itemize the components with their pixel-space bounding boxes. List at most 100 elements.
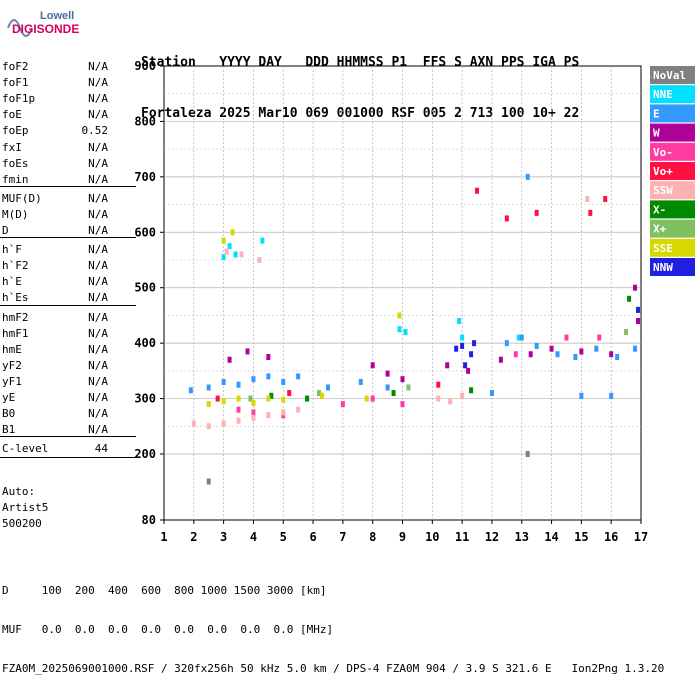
param-value: N/A xyxy=(88,391,108,404)
echo-point-ssw xyxy=(239,251,244,258)
echo-point-nnw xyxy=(460,342,465,349)
echo-point-e xyxy=(281,378,286,385)
x-tick-label: 8 xyxy=(369,530,376,544)
echo-point-x- xyxy=(269,392,274,399)
x-tick-label: 14 xyxy=(544,530,558,544)
echo-point-sse xyxy=(281,396,286,403)
legend-swatch xyxy=(650,104,695,123)
param-row: M(D) N/A xyxy=(2,208,108,222)
param-row: h`F N/A xyxy=(2,243,108,257)
echo-point-sse xyxy=(230,229,235,236)
x-tick-label: 7 xyxy=(339,530,346,544)
param-row: fmin N/A xyxy=(2,173,108,187)
legend-label: X- xyxy=(653,203,666,216)
echo-point-e xyxy=(251,376,256,383)
footer-distance-row: D 100 200 400 600 800 1000 1500 3000 [km… xyxy=(2,584,327,597)
echo-point-ssw xyxy=(206,423,211,430)
echo-point-vo- xyxy=(436,381,441,388)
param-value: N/A xyxy=(88,407,108,421)
echo-point-ssw xyxy=(436,395,441,402)
legend-label: NNW xyxy=(653,261,673,274)
param-name: yF2 xyxy=(2,358,22,372)
param-value: N/A xyxy=(88,291,108,305)
legend-label: X+ xyxy=(653,223,667,236)
echo-point-x- xyxy=(305,395,310,402)
param-name: MUF(D) xyxy=(2,191,42,205)
echo-point-ssw xyxy=(460,392,465,399)
y-tick-label: 500 xyxy=(134,281,156,295)
param-name: h`Es xyxy=(2,291,29,305)
echo-point-w xyxy=(528,351,533,358)
y-tick-label: 800 xyxy=(134,114,156,128)
x-tick-label: 9 xyxy=(399,530,406,544)
echo-point-nne xyxy=(457,317,462,324)
echo-point-ssw xyxy=(257,257,262,263)
param-value: N/A xyxy=(88,140,108,154)
echo-point-noval xyxy=(525,451,530,457)
y-tick-label: 900 xyxy=(134,59,156,73)
echo-point-ssw xyxy=(251,414,256,421)
param-name: h`F2 xyxy=(2,259,29,273)
echo-point-vo- xyxy=(370,395,375,402)
echo-point-e xyxy=(609,392,614,399)
echo-point-nne xyxy=(516,334,521,341)
param-row: hmF1 N/A xyxy=(2,327,108,341)
legend-swatch xyxy=(650,85,695,104)
echo-point-w xyxy=(245,348,250,355)
legend-swatch xyxy=(650,219,695,238)
param-value: 44 xyxy=(94,442,108,456)
echo-point-e xyxy=(206,384,211,391)
echo-point-sse xyxy=(320,392,325,399)
echo-point-e xyxy=(504,340,509,347)
echo-point-w xyxy=(400,376,405,383)
param-row: fxI N/A xyxy=(2,141,108,155)
param-name: foEp xyxy=(2,124,29,138)
echo-point-x- xyxy=(406,384,411,391)
param-name: fmin xyxy=(2,172,29,186)
echo-point-w xyxy=(266,354,271,360)
autoscale-method: Artist5 xyxy=(2,501,49,514)
echo-point-sse xyxy=(364,395,369,402)
echo-point-x- xyxy=(317,390,322,397)
echo-point-vo- xyxy=(588,209,593,216)
echo-point-w xyxy=(445,362,450,369)
param-name: foF1 xyxy=(2,76,29,90)
echo-point-nne xyxy=(260,237,265,244)
logo-wave-icon xyxy=(7,19,33,37)
echo-point-nne xyxy=(221,254,226,261)
direction-legend: NoVal NNE EW Vo- Vo+ SSW X- X+ SSE NNW xyxy=(650,66,695,276)
panel-separator xyxy=(0,436,136,438)
param-name: B0 xyxy=(2,407,16,421)
x-tick-label: 4 xyxy=(250,530,257,544)
legend-label: SSE xyxy=(653,242,673,255)
echo-point-ssw xyxy=(191,420,196,427)
echo-point-x- xyxy=(391,390,396,397)
param-value: N/A xyxy=(88,326,108,340)
echo-point-x- xyxy=(469,387,474,394)
x-tick-label: 3 xyxy=(220,530,227,544)
echo-point-vo- xyxy=(534,209,539,216)
legend-label: Vo- xyxy=(653,146,673,159)
echo-point-x- xyxy=(248,395,253,402)
echo-point-sse xyxy=(221,398,226,405)
echo-point-sse xyxy=(236,395,241,402)
y-tick-label: 200 xyxy=(134,447,156,461)
param-value: 0.52 xyxy=(81,124,109,138)
param-row: h`Es N/A xyxy=(2,291,108,305)
legend-swatch xyxy=(650,181,695,200)
legend-swatch xyxy=(650,200,695,219)
param-value: N/A xyxy=(88,243,108,257)
param-row: yE N/A xyxy=(2,391,108,405)
echo-point-e xyxy=(594,345,599,352)
echo-point-vo- xyxy=(603,196,608,203)
param-value: N/A xyxy=(88,342,108,356)
header-line2: Fortaleza 2025 Mar10 069 001000 RSF 005 … xyxy=(141,106,580,121)
panel-separator xyxy=(0,304,136,306)
echo-point-w xyxy=(466,367,471,374)
echo-point-w xyxy=(385,370,390,377)
param-value: N/A xyxy=(88,156,108,170)
param-row: foF1p N/A xyxy=(2,92,108,106)
echo-point-e xyxy=(525,173,530,180)
echo-point-ssw xyxy=(221,420,226,427)
